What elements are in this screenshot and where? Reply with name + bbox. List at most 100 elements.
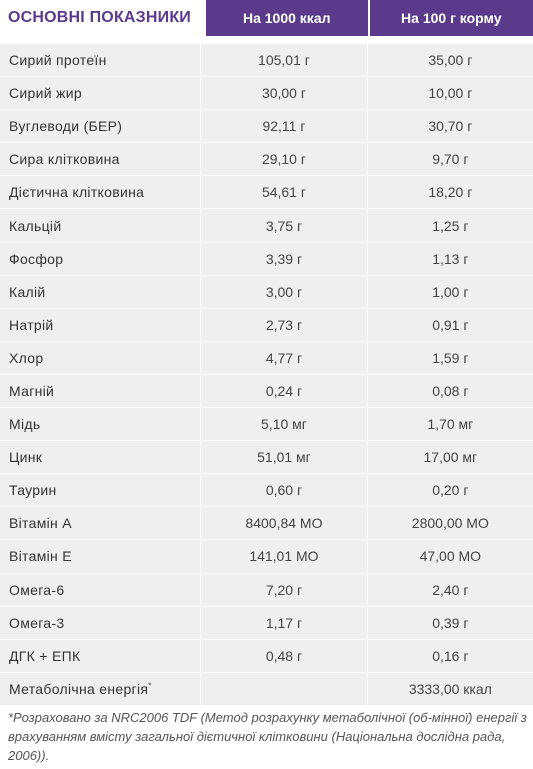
- column-header-per-1000-kcal: На 1000 ккал: [205, 0, 368, 36]
- column-divider: [200, 374, 202, 408]
- table-row: Вітамін А 8400,84 МО 2800,00 МО: [0, 506, 533, 540]
- column-divider: [200, 341, 202, 374]
- value-per-1000-kcal: 3,75 г: [265, 217, 303, 234]
- value-per-1000-kcal: 54,61 г: [261, 184, 306, 201]
- row-label: Дієтична клітковина: [9, 184, 145, 201]
- column-divider: [366, 474, 368, 507]
- row-label: Сира клітковина: [9, 151, 120, 168]
- value-per-100-g: 1,13 г: [432, 250, 469, 267]
- column-divider: [366, 44, 368, 77]
- value-per-1000-kcal: 92,11 г: [262, 118, 306, 135]
- table-title: ОСНОВНІ ПОКАЗНИКИ: [8, 9, 192, 26]
- column-divider: [200, 474, 202, 507]
- row-label: Метаболічна енергія*: [0, 681, 200, 697]
- table-row: Мідь 5,10 мг 1,70 мг: [0, 407, 533, 441]
- column-divider: [200, 242, 202, 275]
- column-divider: [200, 275, 202, 308]
- table-row: Вітамін Е 141,01 МО 47,00 МО: [0, 539, 533, 573]
- column-divider: [366, 374, 368, 408]
- value-per-1000-kcal: 29,10 г: [261, 151, 306, 168]
- value-per-1000-kcal: 4,77 г: [265, 349, 303, 366]
- column-divider: [200, 639, 202, 672]
- value-per-1000-kcal: 8400,84 МО: [245, 515, 323, 532]
- value-per-100-g: 10,00 г: [428, 85, 473, 102]
- row-label: Вітамін А: [9, 515, 72, 532]
- value-per-100-g: 47,00 МО: [419, 548, 482, 565]
- column-divider: [200, 573, 202, 606]
- value-per-100-g: 9,70 г: [432, 151, 469, 168]
- column-divider: [366, 242, 368, 275]
- value-per-1000-kcal: 0,24 г: [265, 382, 303, 399]
- table-row: Таурин 0,60 г 0,20 г: [0, 473, 533, 507]
- footnote: *Розраховано за NRC2006 TDF (Метод розра…: [8, 710, 527, 763]
- table-row: Кальцій 3,75 г 1,25 г: [0, 208, 533, 242]
- column-divider: [366, 77, 368, 110]
- column-divider: [366, 275, 368, 308]
- value-per-100-g: 35,00 г: [428, 52, 473, 69]
- table-row: Натрій 2,73 г 0,91 г: [0, 307, 533, 341]
- column-divider: [366, 540, 368, 573]
- row-label: Фосфор: [9, 250, 64, 267]
- value-per-100-g: 3333,00 ккал: [408, 680, 492, 697]
- value-per-100-g: 0,91 г: [432, 316, 469, 333]
- value-per-100-g: 0,39 г: [432, 614, 469, 631]
- table-row: Калій 3,00 г 1,00 г: [0, 274, 533, 308]
- value-per-100-g: 1,70 мг: [427, 416, 474, 433]
- table-header: ОСНОВНІ ПОКАЗНИКИ На 1000 ккал На 100 г …: [0, 0, 533, 36]
- value-per-1000-kcal: 0,60 г: [265, 482, 303, 499]
- row-label: Вітамін Е: [9, 548, 72, 565]
- table-row: Омега-3 1,17 г 0,39 г: [0, 605, 533, 639]
- row-label: Магній: [9, 382, 55, 399]
- value-per-1000-kcal: 2,73 г: [265, 316, 303, 333]
- column-divider: [200, 606, 202, 639]
- value-per-1000-kcal: 3,39 г: [265, 250, 303, 267]
- column-divider: [200, 176, 202, 209]
- table-row: Магній 0,24 г 0,08 г: [0, 373, 533, 408]
- column-divider: [366, 639, 368, 672]
- column-divider: [366, 672, 368, 705]
- value-per-1000-kcal: 7,20 г: [265, 581, 303, 598]
- table-row: Фосфор 3,39 г 1,13 г: [0, 241, 533, 275]
- table-body: Сирий протеїн 105,01 г 35,00 г Сирий жир 30,…: [0, 43, 533, 705]
- column-divider: [366, 341, 368, 374]
- value-per-100-g: 0,08 г: [432, 382, 469, 399]
- row-label: Мідь: [9, 416, 41, 433]
- value-per-1000-kcal: 105,01 г: [258, 52, 310, 69]
- table-row: Омега-6 7,20 г 2,40 г: [0, 572, 533, 606]
- table-row: Сирий жир 30,00 г 10,00 г: [0, 76, 533, 110]
- table-row: Цинк 51,01 мг 17,00 мг: [0, 440, 533, 474]
- table-row: Сира клітковина 29,10 г 9,70 г: [0, 142, 533, 176]
- table-row: Хлор 4,77 г 1,59 г: [0, 340, 533, 374]
- value-per-100-g: 0,20 г: [432, 482, 469, 499]
- value-per-1000-kcal: 51,01 мг: [257, 449, 311, 466]
- value-per-100-g: 0,16 г: [432, 647, 469, 664]
- row-label: Омега-3: [9, 614, 65, 631]
- column-divider: [200, 44, 202, 77]
- column-divider: [366, 110, 368, 143]
- column-divider: [366, 408, 368, 441]
- column-divider: [366, 308, 368, 341]
- column-divider: [366, 441, 368, 474]
- column-divider: [200, 540, 202, 573]
- row-label: Сирий протеїн: [9, 52, 107, 69]
- column-divider: [366, 143, 368, 176]
- column-divider: [200, 408, 202, 441]
- value-per-100-g: 17,00 мг: [423, 449, 478, 466]
- value-per-1000-kcal: 3,00 г: [265, 283, 303, 300]
- value-per-1000-kcal: 141,01 МО: [249, 548, 319, 565]
- row-label: ДГК + ЕПК: [9, 647, 81, 664]
- table-row: Дієтична клітковина 54,61 г 18,20 г: [0, 175, 533, 209]
- row-label: Калій: [9, 283, 46, 300]
- value-per-100-g: 2,40 г: [432, 581, 469, 598]
- row-label: Кальцій: [9, 217, 62, 234]
- energy-label: Метаболічна енергія: [9, 680, 149, 697]
- value-per-1000-kcal: 0,48 г: [265, 647, 303, 664]
- value-per-1000-kcal: 1,17 г: [265, 614, 303, 631]
- table-row: ДГК + ЕПК 0,48 г 0,16 г: [0, 638, 533, 672]
- footnote-marker: *: [148, 681, 152, 691]
- row-label: Вуглеводи (БЕР): [9, 118, 123, 135]
- table-row: Вуглеводи (БЕР) 92,11 г 30,70 г: [0, 109, 533, 143]
- column-divider: [366, 209, 368, 242]
- value-per-100-g: 2800,00 МО: [411, 515, 489, 532]
